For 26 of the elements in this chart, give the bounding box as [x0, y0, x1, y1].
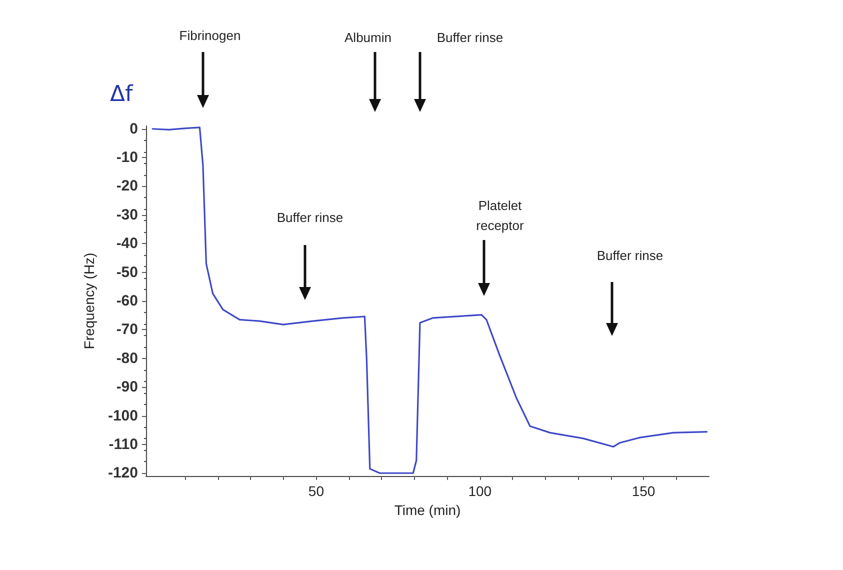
- line-series: [152, 126, 708, 474]
- y-tick-label: 0: [130, 120, 138, 138]
- y-tick-label: -40: [116, 235, 138, 252]
- annotation: Buffer rinse: [596, 247, 664, 265]
- x-tick-label: 50: [308, 483, 324, 499]
- y-tick-label: -20: [116, 178, 138, 195]
- x-tick-label: 150: [632, 483, 656, 499]
- text: Δf: [110, 82, 133, 107]
- y-tick-label: -70: [116, 321, 138, 338]
- annotation: Platelet receptor: [475, 197, 525, 235]
- annotation: Buffer rinse: [276, 209, 344, 227]
- y-tick-label: -50: [116, 264, 138, 281]
- y-tick-label: -10: [116, 149, 138, 166]
- y-tick-label: -100: [108, 407, 138, 424]
- x-tick-label: 100: [468, 483, 492, 499]
- y-tick-label: -60: [116, 292, 138, 310]
- y-tick-label: -110: [108, 436, 138, 453]
- y-tick-label: -80: [116, 350, 138, 367]
- y-tick-label: -120: [108, 464, 138, 482]
- text: Buffer rinse: [436, 29, 504, 47]
- text: Fibrinogen: [178, 27, 242, 45]
- x-axis-title: Time (min): [394, 502, 461, 518]
- y-axis-title: Frequency (Hz): [81, 252, 97, 350]
- y-tick-label: -90: [116, 378, 138, 396]
- text: Albumin: [344, 29, 392, 47]
- y-tick-label: -30: [116, 206, 138, 224]
